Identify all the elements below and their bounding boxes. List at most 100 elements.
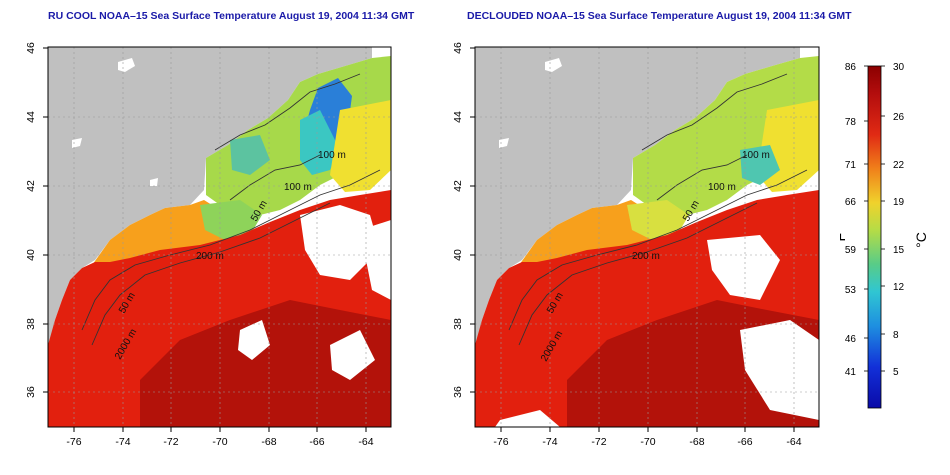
left-map-area: 100 m 100 m 50 m 200 m 50 m 2000 m — [48, 47, 391, 427]
contour-label: 100 m — [284, 182, 312, 193]
celsius-ticks: 30 26 22 19 15 12 8 5 — [893, 62, 905, 378]
contour-label: 100 m — [318, 150, 346, 161]
x-tick-label: -64 — [358, 436, 373, 448]
y-tick-label: 44 — [25, 111, 37, 123]
isobath-contour — [656, 154, 748, 201]
temperature-colorbar: 86 78 71 66 59 53 46 41 30 26 22 19 15 1… — [840, 62, 929, 409]
fahrenheit-tick: 41 — [845, 367, 857, 378]
lake — [545, 58, 562, 72]
isobath-contour — [81, 169, 381, 331]
isobath-contour — [518, 202, 758, 346]
cool-water-patch — [300, 110, 340, 175]
x-tick-label: -68 — [689, 436, 704, 448]
contour-label: 100 m — [708, 182, 736, 193]
x-tick-label: -70 — [640, 436, 655, 448]
x-tick-label: -74 — [542, 436, 557, 448]
y-tick-label: 46 — [452, 42, 464, 54]
fahrenheit-tick: 59 — [845, 245, 857, 256]
fahrenheit-ticks: 86 78 71 66 59 53 46 41 — [845, 62, 857, 378]
hot-ocean — [140, 300, 391, 427]
fahrenheit-tick: 53 — [845, 285, 857, 296]
x-tick-label: -64 — [786, 436, 801, 448]
colorbar-tick-marks — [864, 65, 885, 372]
fahrenheit-tick: 46 — [845, 334, 857, 345]
grid-lines — [475, 47, 819, 427]
celsius-unit-label: °C — [913, 232, 929, 248]
right-map-area: 100 m 100 m 50 m 200 m 50 m 2000 m — [475, 47, 819, 427]
contour-label: 100 m — [742, 150, 770, 161]
y-tick-label: 40 — [25, 249, 37, 261]
celsius-tick: 12 — [893, 282, 905, 293]
y-tick-label: 46 — [25, 42, 37, 54]
y-tick-label: 42 — [25, 180, 37, 192]
y-tick-label: 40 — [452, 249, 464, 261]
x-tick-label: -72 — [163, 436, 178, 448]
celsius-tick: 5 — [893, 367, 899, 378]
lake — [499, 138, 509, 148]
isobath-contour — [641, 73, 788, 151]
y-tick-label: 42 — [452, 180, 464, 192]
y-tick-label: 36 — [452, 386, 464, 398]
contour-label: 200 m — [632, 251, 660, 262]
x-tick-label: -76 — [493, 436, 508, 448]
cloud-gap — [300, 205, 380, 280]
cloud-gap — [707, 235, 780, 300]
left-sst-map: 100 m 100 m 50 m 200 m 50 m 2000 m -76 -… — [25, 42, 392, 448]
warm-water-shelf — [90, 200, 240, 275]
isobath-contour — [91, 202, 331, 346]
cool-water-patch — [200, 200, 262, 240]
lake — [72, 138, 82, 148]
lake — [118, 58, 135, 72]
lake — [150, 178, 158, 186]
left-x-axis: -76 -74 -72 -70 -68 -66 -64 — [66, 427, 374, 448]
cloud-gap — [330, 330, 375, 380]
fahrenheit-tick: 71 — [845, 160, 857, 171]
y-tick-label: 36 — [25, 386, 37, 398]
left-y-axis: 36 38 40 42 44 46 — [25, 42, 48, 398]
celsius-tick: 19 — [893, 197, 905, 208]
isobath-contour — [508, 169, 808, 331]
cool-water-patch — [230, 135, 270, 175]
fahrenheit-tick: 66 — [845, 197, 857, 208]
celsius-tick: 30 — [893, 62, 905, 73]
cloud-gap — [495, 410, 560, 427]
y-tick-label: 38 — [25, 318, 37, 330]
cool-water-region — [633, 56, 819, 215]
cloud-gap — [360, 220, 391, 300]
celsius-tick: 26 — [893, 112, 905, 123]
isobath-contour — [214, 73, 361, 151]
warm-water-shelf — [517, 200, 667, 275]
cloud-gap — [740, 320, 819, 420]
right-x-axis: -76 -74 -72 -70 -68 -66 -64 — [493, 427, 802, 448]
celsius-tick: 8 — [893, 330, 899, 341]
right-y-axis: 36 38 40 42 44 46 — [452, 42, 475, 398]
x-tick-label: -72 — [591, 436, 606, 448]
x-tick-label: -70 — [212, 436, 227, 448]
cool-water-patch — [627, 200, 689, 240]
x-tick-label: -74 — [115, 436, 130, 448]
celsius-tick: 15 — [893, 245, 905, 256]
celsius-tick: 22 — [893, 160, 905, 171]
colorbar-gradient — [867, 65, 882, 409]
cool-water-patch — [740, 145, 780, 185]
x-tick-label: -66 — [737, 436, 752, 448]
x-tick-label: -68 — [261, 436, 276, 448]
fahrenheit-tick: 78 — [845, 117, 857, 128]
x-tick-label: -66 — [309, 436, 324, 448]
x-tick-label: -76 — [66, 436, 81, 448]
cloud-gap — [238, 320, 270, 360]
fahrenheit-unit-label: °F — [840, 233, 848, 247]
right-map-frame — [474, 46, 820, 428]
contour-label: 200 m — [196, 251, 224, 262]
land-mass — [475, 47, 800, 345]
grid-lines — [48, 47, 391, 427]
y-tick-label: 38 — [452, 318, 464, 330]
left-panel-title: RU COOL NOAA–15 Sea Surface Temperature … — [48, 10, 415, 22]
right-sst-map: 100 m 100 m 50 m 200 m 50 m 2000 m -76 -… — [452, 42, 820, 448]
isobath-contour — [229, 154, 321, 201]
land-mass — [48, 47, 372, 345]
right-panel-title: DECLOUDED NOAA–15 Sea Surface Temperatur… — [467, 10, 852, 22]
y-tick-label: 44 — [452, 111, 464, 123]
fahrenheit-tick: 86 — [845, 62, 857, 73]
yellow-water-region — [330, 100, 391, 192]
